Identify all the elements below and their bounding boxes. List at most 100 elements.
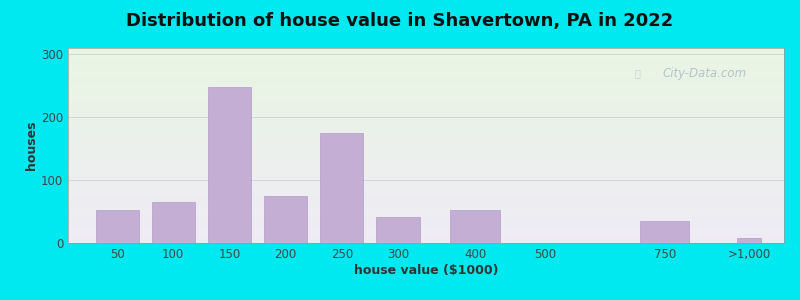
Bar [68,117,784,118]
Bar [68,76,784,77]
Bar [68,75,784,76]
Bar [68,74,784,75]
Bar [68,132,784,133]
Bar [68,190,784,191]
Bar [68,68,784,69]
Bar [68,59,784,60]
Bar [68,204,784,205]
Bar [68,77,784,78]
Bar [68,230,784,231]
Bar [68,102,784,103]
Bar [68,97,784,98]
Bar [68,162,784,163]
Bar [68,108,784,110]
Bar [68,89,784,90]
Bar [68,57,784,58]
Bar [68,237,784,238]
Bar [68,134,784,135]
Bar [68,112,784,113]
Bar [68,119,784,120]
Bar [68,99,784,100]
Bar [68,163,784,164]
Bar [68,189,784,190]
Bar [68,152,784,153]
Bar [68,87,784,88]
Bar [68,210,784,211]
Bar [68,114,784,115]
Bar [68,238,784,239]
Bar [68,168,784,169]
Bar [68,81,784,82]
Bar [68,234,784,235]
X-axis label: house value ($1000): house value ($1000) [354,264,498,277]
Bar [68,49,784,50]
Bar [68,73,784,74]
Bar [68,135,784,136]
Bar [376,217,419,243]
Bar [68,140,784,141]
Bar [68,239,784,240]
Bar [68,224,784,226]
Bar [68,202,784,203]
Bar [68,242,784,243]
Bar [68,181,784,182]
Bar [68,92,784,93]
Bar [68,227,784,228]
Bar [68,110,784,111]
Bar [68,164,784,165]
Bar [68,122,784,123]
Bar [68,156,784,157]
Bar [68,143,784,145]
Bar [68,170,784,171]
Bar [68,226,784,227]
Bar [68,191,784,192]
Bar [640,221,690,243]
Bar [68,220,784,221]
Bar [68,142,784,143]
Bar [737,238,762,243]
Bar [68,98,784,99]
Bar [68,58,784,59]
Bar [68,192,784,193]
Bar [68,175,784,176]
Bar [68,153,784,154]
Bar [95,210,138,243]
Bar [68,91,784,92]
Bar [68,231,784,232]
Bar [68,93,784,94]
Bar [68,129,784,130]
Bar [68,120,784,121]
Bar [68,121,784,122]
Bar [68,64,784,65]
Bar [68,51,784,52]
Bar [68,71,784,72]
Bar [68,167,784,168]
Bar [68,65,784,67]
Bar [68,96,784,97]
Bar [68,178,784,180]
Bar [68,86,784,87]
Bar [68,211,784,212]
Bar [68,201,784,202]
Bar [68,61,784,62]
Bar [68,172,784,173]
Bar [68,83,784,84]
Bar [68,94,784,95]
Bar [68,195,784,196]
Bar [68,232,784,233]
Bar [68,155,784,156]
Bar [68,198,784,199]
Bar [68,161,784,162]
Bar [68,104,784,106]
Bar [68,113,784,114]
Bar [68,218,784,219]
Bar [68,159,784,160]
Bar [68,223,784,224]
Bar [68,100,784,102]
Bar [68,217,784,218]
Bar [208,87,251,243]
Bar [68,141,784,142]
Bar [68,80,784,81]
Bar [68,219,784,220]
Bar [68,235,784,236]
